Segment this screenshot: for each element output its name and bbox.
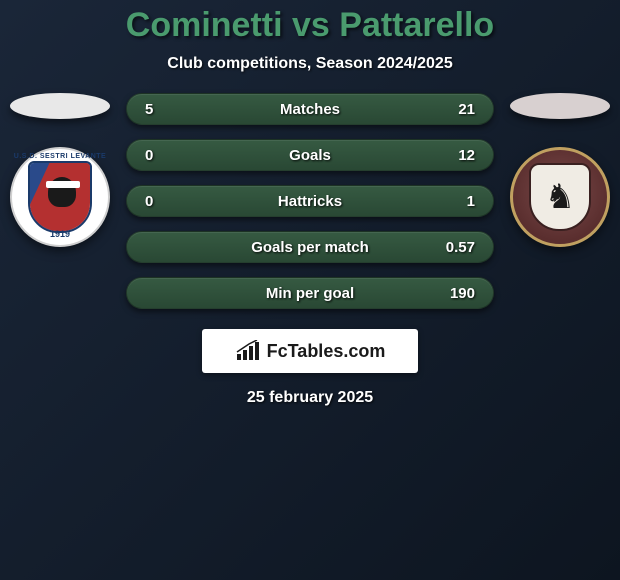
bar-chart-icon: [235, 340, 261, 362]
stat-left-value: 0: [145, 193, 185, 210]
page-title: Cominetti vs Pattarello: [0, 0, 620, 45]
date-label: 25 february 2025: [0, 389, 620, 407]
right-player-ellipse: [510, 93, 610, 119]
right-player-col: ♞: [508, 93, 612, 247]
stat-row: 5 Matches 21: [126, 93, 494, 125]
stat-row: Goals per match 0.57: [126, 231, 494, 263]
stat-left-value: 0: [145, 147, 185, 164]
stat-right-value: 21: [435, 101, 475, 118]
left-crest-year: 1919: [12, 229, 108, 239]
right-club-crest: ♞: [510, 147, 610, 247]
stat-label: Hattricks: [185, 193, 435, 210]
left-club-crest: U.S.D. SESTRI LEVANTE 1919: [10, 147, 110, 247]
stat-row: 0 Goals 12: [126, 139, 494, 171]
left-crest-ring-text: U.S.D. SESTRI LEVANTE: [12, 153, 108, 160]
stat-right-value: 12: [435, 147, 475, 164]
stat-row: 0 Hattricks 1: [126, 185, 494, 217]
comparison-row: U.S.D. SESTRI LEVANTE 1919 5 Matches 21 …: [0, 93, 620, 309]
brand-link[interactable]: FcTables.com: [202, 329, 418, 373]
left-crest-shield: [28, 161, 92, 233]
stat-right-value: 0.57: [435, 239, 475, 256]
left-player-ellipse: [10, 93, 110, 119]
left-player-col: U.S.D. SESTRI LEVANTE 1919: [8, 93, 112, 247]
stat-row: Min per goal 190: [126, 277, 494, 309]
right-crest-shield: ♞: [529, 163, 591, 231]
stat-right-value: 1: [435, 193, 475, 210]
brand-text: FcTables.com: [267, 341, 386, 362]
stat-right-value: 190: [435, 285, 475, 302]
stats-column: 5 Matches 21 0 Goals 12 0 Hattricks 1 Go…: [112, 93, 508, 309]
stat-label: Min per goal: [185, 285, 435, 302]
stat-left-value: 5: [145, 101, 185, 118]
subtitle: Club competitions, Season 2024/2025: [0, 55, 620, 73]
stat-label: Goals per match: [185, 239, 435, 256]
horse-icon: ♞: [545, 180, 575, 214]
stat-label: Matches: [185, 101, 435, 118]
stat-label: Goals: [185, 147, 435, 164]
